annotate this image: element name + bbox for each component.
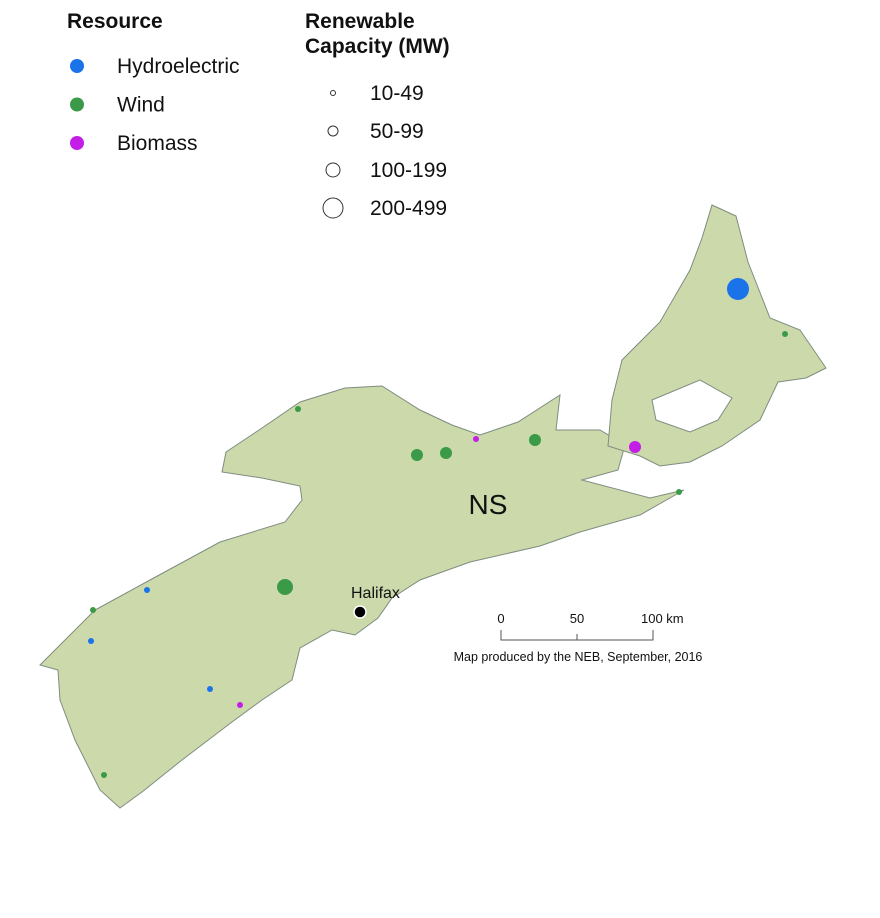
legend-title: Resource [67, 10, 163, 33]
site-marker [727, 278, 749, 300]
site-marker [277, 579, 293, 595]
scale-label: 0 [497, 611, 504, 626]
legend-title: Renewable Capacity (MW) [305, 10, 450, 58]
site-marker [782, 331, 788, 337]
site-marker [144, 587, 150, 593]
site-marker [90, 607, 96, 613]
legend-swatch [70, 97, 84, 112]
site-marker [237, 702, 243, 708]
site-marker [473, 436, 479, 442]
region-label: NS [469, 489, 508, 520]
site-marker [411, 449, 423, 461]
site-marker [629, 441, 641, 453]
site-marker [88, 638, 94, 644]
site-marker [295, 406, 301, 412]
site-marker [676, 489, 682, 495]
legend-size-swatch [322, 197, 344, 219]
legend-label: 10-49 [370, 82, 424, 105]
legend-label: 200-499 [370, 197, 447, 220]
legend: Hydroelectric Wind Biomass 10-49 50-99 100-19… [70, 55, 447, 220]
city-marker [353, 605, 367, 619]
scale-label: 100 km [641, 611, 684, 626]
mainland [39, 385, 685, 809]
legend-size-swatch [327, 125, 339, 137]
legend-size-swatch [330, 90, 336, 96]
legend-label: 100-199 [370, 159, 447, 182]
legend-label: Wind [117, 94, 165, 117]
legend-swatch [70, 136, 84, 150]
site-marker [529, 434, 541, 446]
legend-label: Biomass [117, 132, 198, 155]
legend-swatch [70, 59, 84, 73]
site-marker [440, 447, 452, 459]
cape-breton [607, 204, 827, 467]
scale-label: 50 [570, 611, 584, 626]
city-label: Halifax [351, 585, 400, 602]
legend-label: Hydroelectric [117, 55, 240, 78]
scale-bar [500, 630, 654, 641]
site-marker [207, 686, 213, 692]
legend-label: 50-99 [370, 120, 424, 143]
legend-size-swatch [325, 162, 341, 178]
credit: Map produced by the NEB, September, 2016 [454, 650, 703, 664]
site-marker [101, 772, 107, 778]
sites [88, 278, 788, 778]
land [39, 204, 827, 809]
bras-dor-lake [651, 379, 733, 433]
